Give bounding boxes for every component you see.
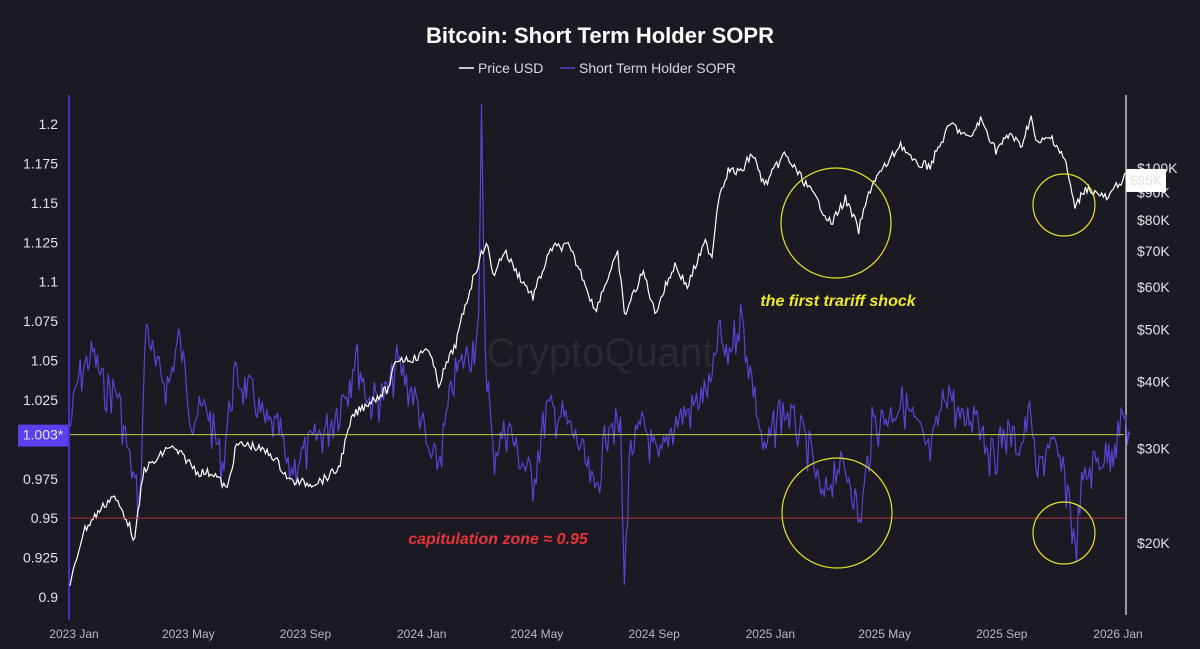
left-tick-label: 1.175 (23, 155, 58, 171)
right-tick-label: $20K (1137, 535, 1170, 551)
x-axis-ticks: 2023 Jan 2023 May 2023 Sep 2024 Jan 2024 May… (49, 627, 1142, 641)
price-series-line (69, 115, 1131, 587)
left-tick-label: 1.15 (31, 195, 58, 211)
left-tick-label: 0.925 (23, 550, 58, 566)
x-tick-label: 2024 May (511, 627, 564, 641)
current-sopr-label: 1.003* (18, 424, 68, 447)
highlight-circle-price-apr-2025 (780, 167, 892, 279)
x-tick-label: 2023 May (162, 627, 215, 641)
annotation-tariff-shock: the first trariff shock (760, 293, 916, 310)
x-tick-label: 2025 Jan (746, 627, 795, 641)
legend-price-label[interactable]: Price USD (478, 60, 543, 76)
chart-title: Bitcoin: Short Term Holder SOPR (426, 23, 774, 48)
sopr-series-line (69, 103, 1131, 585)
left-axis-ticks: 0.90.9250.950.97511.0251.051.0751.11.125… (23, 116, 58, 605)
right-tick-label: $70K (1137, 243, 1170, 259)
highlight-circle-sopr-apr-2025 (781, 457, 893, 569)
highlight-circle-price-nov-2025 (1032, 173, 1096, 237)
x-tick-label: 2024 Jan (397, 627, 446, 641)
x-tick-label: 2023 Jan (49, 627, 98, 641)
x-tick-label: 2024 Sep (628, 627, 680, 641)
annotation-capitulation-zone: capitulation zone ≈ 0.95 (408, 531, 589, 548)
left-tick-label: 0.95 (31, 510, 58, 526)
watermark: CryptoQuant (487, 331, 714, 375)
x-tick-label: 2026 Jan (1093, 627, 1142, 641)
left-tick-label: 1.1 (39, 274, 59, 290)
x-tick-label: 2023 Sep (280, 627, 332, 641)
current-price-label: $95K (1126, 168, 1166, 192)
current-price-value: $95K (1130, 172, 1163, 188)
current-sopr-badge (18, 424, 68, 447)
current-price-badge (1126, 168, 1166, 192)
right-tick-label: $30K (1137, 441, 1170, 457)
highlight-circles (780, 167, 1096, 569)
highlight-circle-sopr-nov-2025 (1032, 501, 1096, 565)
current-sopr-value: 1.003* (23, 427, 64, 443)
legend[interactable]: Price USD Short Term Holder SOPR (459, 60, 736, 76)
right-tick-label: $60K (1137, 279, 1170, 295)
right-axis-ticks: $20K$30K$40K$50K$60K$70K$80K$90K$100K (1137, 160, 1178, 551)
left-tick-label: 1.125 (23, 234, 58, 250)
right-tick-label: $80K (1137, 212, 1170, 228)
x-tick-label: 2025 Sep (976, 627, 1028, 641)
left-tick-label: 0.975 (23, 471, 58, 487)
left-tick-label: 1.2 (39, 116, 59, 132)
left-tick-label: 0.9 (39, 589, 59, 605)
left-tick-label: 1.05 (31, 353, 58, 369)
left-tick-label: 1.025 (23, 392, 58, 408)
legend-sopr-label[interactable]: Short Term Holder SOPR (579, 60, 736, 76)
left-tick-label: 1.075 (23, 313, 58, 329)
right-tick-label: $40K (1137, 373, 1170, 389)
x-tick-label: 2025 May (858, 627, 911, 641)
right-tick-label: $50K (1137, 322, 1170, 338)
